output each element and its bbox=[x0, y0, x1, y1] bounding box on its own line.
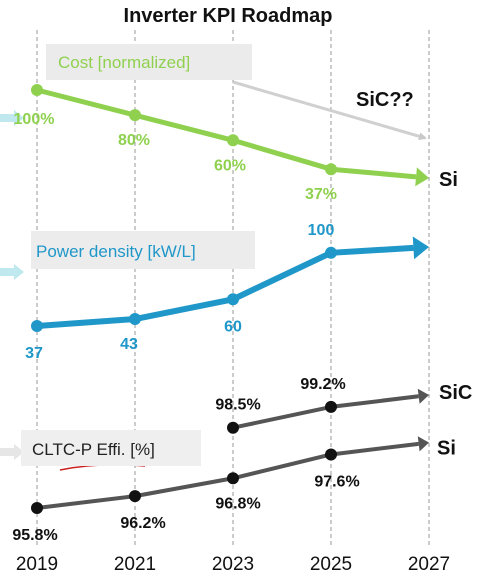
data-point-eff-2019 bbox=[31, 502, 43, 514]
data-point-power-2021 bbox=[129, 313, 141, 326]
series-arrowhead-eff-si bbox=[417, 436, 429, 452]
data-point-power-2023 bbox=[227, 293, 239, 306]
left-edge-arrow-2 bbox=[0, 264, 24, 280]
series-line-eff-sic bbox=[232, 394, 419, 430]
x-tick-label-2027: 2027 bbox=[408, 554, 450, 575]
data-point-power-2019 bbox=[31, 320, 43, 332]
data-point-cost-2019 bbox=[31, 84, 43, 96]
data-label-eff-2023: 96.8% bbox=[215, 495, 260, 512]
data-label-power-2025: 100 bbox=[308, 222, 335, 239]
series-name-cost-si: Si bbox=[439, 169, 458, 191]
data-label-cost-2021: 80% bbox=[118, 132, 150, 149]
data-label-eff-2025: 99.2% bbox=[300, 376, 345, 393]
data-point-eff-2023 bbox=[227, 421, 239, 434]
decorations bbox=[0, 110, 146, 471]
panel-label-box-cost bbox=[46, 44, 252, 80]
panel-label-box-power bbox=[31, 231, 255, 269]
data-label-eff-2019: 95.8% bbox=[12, 527, 57, 544]
panel-label-eff: CLTC-P Effi. [%] bbox=[32, 440, 155, 459]
x-tick-label-2025: 2025 bbox=[310, 554, 352, 575]
series-eff-si: 95.8% 96.2% 96.8% 97.6% Si bbox=[12, 436, 456, 544]
series-power-main: 37 43 60 100 bbox=[25, 222, 429, 362]
chart-title: Inverter KPI Roadmap bbox=[124, 5, 333, 27]
data-point-eff-2025 bbox=[325, 448, 337, 461]
panels: Cost [normalized] SiC?? 100% 80% 60% 37% Si Pow… bbox=[12, 44, 472, 544]
data-label-eff-2025: 97.6% bbox=[314, 473, 359, 490]
x-tick-label-2019: 2019 bbox=[16, 554, 58, 575]
panel-eff: CLTC-P Effi. [%]98.5%99.2% SiC95.8%96.2%9… bbox=[12, 376, 472, 544]
series-arrowhead-power-main bbox=[412, 236, 429, 260]
series-arrowhead-cost-si bbox=[415, 167, 429, 187]
data-point-eff-2025 bbox=[325, 400, 337, 413]
sic-question-label: SiC?? bbox=[356, 89, 414, 111]
data-label-cost-2019: 100% bbox=[14, 111, 55, 128]
data-label-eff-2023: 98.5% bbox=[215, 397, 260, 414]
series-eff-sic: 98.5% 99.2% SiC bbox=[215, 376, 472, 434]
data-label-eff-2021: 96.2% bbox=[120, 515, 165, 532]
series-name-eff-si: Si bbox=[437, 438, 456, 460]
left-edge-arrow-3 bbox=[0, 444, 24, 460]
x-axis-labels: 2019 2021 2023 2025 2027 bbox=[16, 554, 450, 575]
panel-cost: Cost [normalized] SiC?? 100% 80% 60% 37% Si bbox=[14, 44, 458, 203]
data-point-power-2025 bbox=[325, 246, 337, 259]
data-point-eff-2021 bbox=[129, 490, 141, 503]
series-name-eff-sic: SiC bbox=[439, 382, 472, 404]
data-label-power-2023: 60 bbox=[224, 318, 242, 335]
data-label-cost-2025: 37% bbox=[305, 186, 337, 203]
series-arrowhead-eff-sic bbox=[417, 388, 429, 404]
left-edge-arrow-1 bbox=[0, 110, 24, 126]
data-label-power-2019: 37 bbox=[25, 345, 43, 362]
panel-label-box-eff bbox=[21, 430, 201, 466]
panel-power: Power density [kW/L] 37 43 60 100 bbox=[25, 222, 429, 362]
panel-label-cost: Cost [normalized] bbox=[58, 53, 190, 72]
data-point-cost-2021 bbox=[129, 109, 141, 122]
data-label-power-2021: 43 bbox=[120, 336, 138, 353]
panel-label-power: Power density [kW/L] bbox=[36, 242, 196, 261]
data-label-cost-2023: 60% bbox=[214, 157, 246, 174]
sic-question-arrow bbox=[232, 80, 427, 141]
x-tick-label-2021: 2021 bbox=[114, 554, 156, 575]
data-point-cost-2023 bbox=[227, 134, 239, 147]
data-point-eff-2023 bbox=[227, 472, 239, 485]
data-point-cost-2025 bbox=[325, 163, 337, 176]
x-tick-label-2023: 2023 bbox=[212, 554, 254, 575]
series-cost-si: 100% 80% 60% 37% Si bbox=[14, 84, 458, 203]
